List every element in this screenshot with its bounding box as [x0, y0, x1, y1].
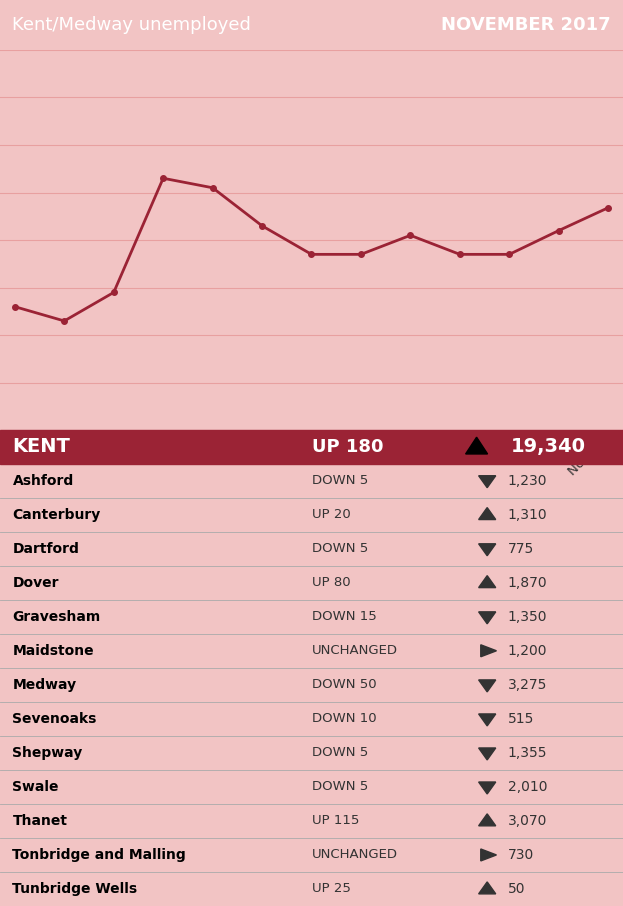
Text: 775: 775 — [508, 542, 534, 555]
Polygon shape — [465, 438, 488, 454]
Text: NOVEMBER 2017: NOVEMBER 2017 — [441, 16, 611, 34]
Text: 1,350: 1,350 — [508, 610, 547, 623]
Text: UP 80: UP 80 — [312, 576, 350, 589]
Text: Tunbridge Wells: Tunbridge Wells — [12, 882, 138, 896]
Polygon shape — [478, 748, 496, 760]
Text: 3,275: 3,275 — [508, 678, 547, 692]
Text: Medway: Medway — [12, 678, 77, 692]
Text: Dover: Dover — [12, 575, 59, 590]
Text: 1,230: 1,230 — [508, 474, 547, 487]
Text: DOWN 10: DOWN 10 — [312, 712, 376, 726]
Text: UNCHANGED: UNCHANGED — [312, 644, 397, 657]
Text: 515: 515 — [508, 712, 534, 726]
Text: UP 25: UP 25 — [312, 882, 350, 895]
Polygon shape — [478, 782, 496, 794]
Text: Tonbridge and Malling: Tonbridge and Malling — [12, 848, 186, 862]
Text: Shepway: Shepway — [12, 746, 83, 760]
Text: 50: 50 — [508, 882, 525, 896]
Text: DOWN 5: DOWN 5 — [312, 542, 368, 555]
Text: DOWN 15: DOWN 15 — [312, 611, 376, 623]
Polygon shape — [478, 882, 496, 894]
Text: UNCHANGED: UNCHANGED — [312, 848, 397, 862]
Text: 3,070: 3,070 — [508, 814, 547, 828]
Text: UP 115: UP 115 — [312, 814, 359, 827]
Polygon shape — [478, 714, 496, 726]
Text: Kent/Medway unemployed: Kent/Medway unemployed — [12, 16, 251, 34]
Text: 1,310: 1,310 — [508, 507, 548, 522]
Text: DOWN 5: DOWN 5 — [312, 474, 368, 487]
Text: 2,010: 2,010 — [508, 780, 547, 794]
Polygon shape — [478, 544, 496, 555]
Text: Thanet: Thanet — [12, 814, 67, 828]
Text: Swale: Swale — [12, 780, 59, 794]
Text: UP 20: UP 20 — [312, 508, 350, 521]
Bar — [0, 430, 623, 464]
Polygon shape — [478, 575, 496, 588]
Text: 1,200: 1,200 — [508, 644, 547, 658]
Text: Canterbury: Canterbury — [12, 507, 101, 522]
Text: 19,340: 19,340 — [511, 438, 586, 457]
Text: Dartford: Dartford — [12, 542, 79, 555]
Text: 1,355: 1,355 — [508, 746, 547, 760]
Text: DOWN 5: DOWN 5 — [312, 780, 368, 794]
Text: DOWN 50: DOWN 50 — [312, 679, 376, 691]
Polygon shape — [478, 507, 496, 519]
Polygon shape — [478, 814, 496, 826]
Text: Maidstone: Maidstone — [12, 644, 94, 658]
Polygon shape — [481, 849, 497, 861]
Text: 730: 730 — [508, 848, 534, 862]
Text: DOWN 5: DOWN 5 — [312, 747, 368, 759]
Text: Gravesham: Gravesham — [12, 610, 101, 623]
Text: 1,870: 1,870 — [508, 575, 548, 590]
Polygon shape — [478, 612, 496, 624]
Polygon shape — [481, 645, 497, 657]
Text: KENT: KENT — [12, 438, 70, 457]
Polygon shape — [478, 476, 496, 487]
Polygon shape — [478, 680, 496, 692]
Text: Ashford: Ashford — [12, 474, 74, 487]
Text: Sevenoaks: Sevenoaks — [12, 712, 97, 726]
Text: UP 180: UP 180 — [312, 438, 383, 456]
